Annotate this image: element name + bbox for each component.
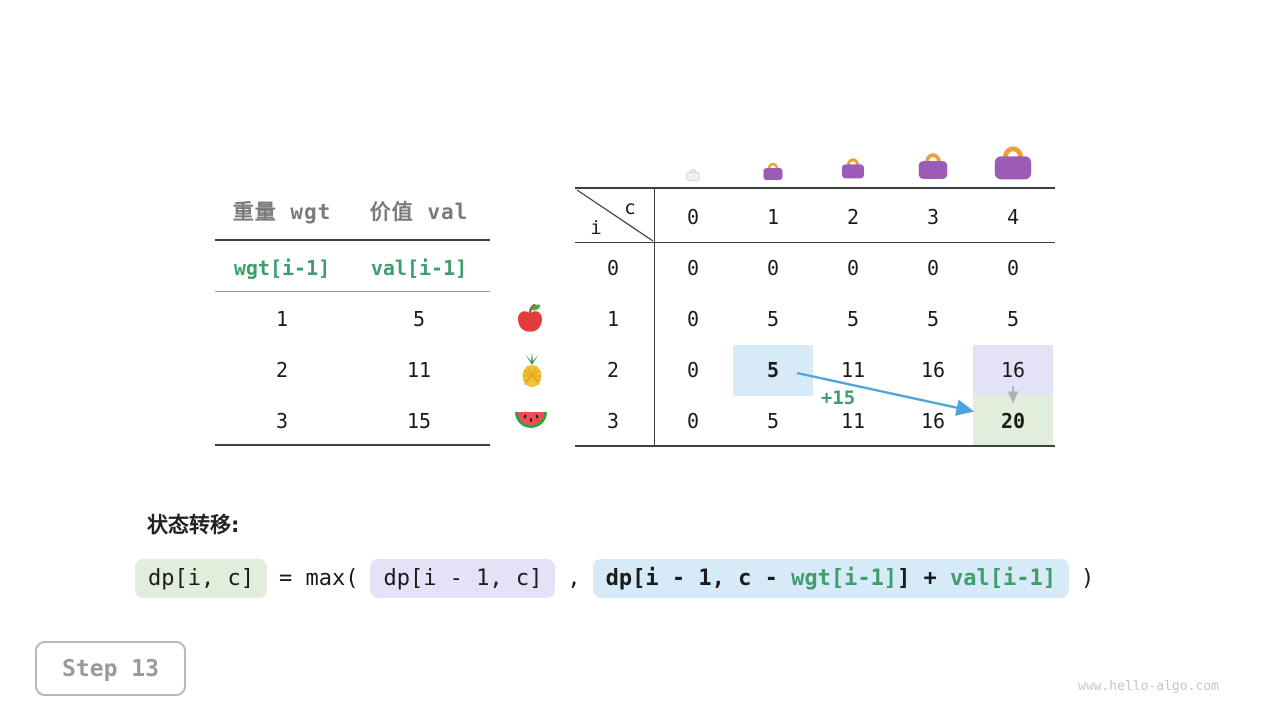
dp-cell: 0	[686, 256, 700, 280]
dp-col-header: 1	[766, 205, 780, 229]
dp-row-header: 0	[606, 256, 620, 280]
wv-cell: 15	[406, 409, 432, 433]
dp-cell: 0	[846, 256, 860, 280]
formula-eq-max: = max(	[278, 566, 359, 591]
dp-row-header: 2	[606, 358, 620, 382]
dp-col-header: 0	[686, 205, 700, 229]
dp-cell: 0	[686, 358, 700, 382]
dp-cell: 5	[1006, 307, 1020, 331]
dp-cell: 0	[926, 256, 940, 280]
transition-formula: dp[i, c] = max( dp[i - 1, c] , dp[i - 1,…	[135, 559, 1094, 598]
formula-option2-val: val[i-1]	[950, 566, 1057, 591]
dp-cell: 0	[766, 256, 780, 280]
pineapple-icon	[519, 352, 545, 388]
dp-col-header: 2	[846, 205, 860, 229]
wv-cell: 5	[412, 307, 426, 331]
wv-val-formula: val[i-1]	[370, 256, 468, 280]
dp-cell: 5	[846, 307, 860, 331]
dp-cell: 0	[686, 409, 700, 433]
step-badge: Step 13	[35, 641, 186, 696]
dp-cell: 0	[686, 307, 700, 331]
step-label: Step 13	[62, 655, 159, 682]
wv-wgt-formula: wgt[i-1]	[233, 256, 331, 280]
wv-cell: 3	[275, 409, 289, 433]
formula-option2-bracket: ] +	[897, 566, 951, 591]
dp-corner-row-label: i	[590, 217, 602, 239]
dp-col-header: 4	[1006, 205, 1020, 229]
dp-bottom-border	[575, 445, 1055, 447]
dp-corner-diagonal	[576, 189, 654, 242]
dp-cell: 5	[926, 307, 940, 331]
wv-cell: 2	[275, 358, 289, 382]
dp-cell-highlight-target	[973, 396, 1053, 447]
dp-cell: 11	[840, 409, 866, 433]
site-watermark: www.hello-algo.com	[1078, 679, 1219, 694]
dp-top-border	[575, 187, 1055, 189]
dp-cell-source: 5	[766, 358, 780, 382]
apple-icon	[515, 302, 545, 334]
formula-option2: dp[i - 1, c - wgt[i-1]] + val[i-1]	[592, 559, 1070, 598]
dp-cell: 16	[920, 409, 946, 433]
dp-cell: 5	[766, 307, 780, 331]
wv-header-value: 价值 val	[369, 200, 469, 224]
dp-row-header: 3	[606, 409, 620, 433]
wv-header-weight: 重量 wgt	[232, 200, 332, 224]
bag-icon-2	[839, 155, 867, 180]
dp-header-divider	[575, 242, 1055, 243]
wv-header-divider	[215, 239, 490, 241]
dp-cell: 0	[1006, 256, 1020, 280]
formula-comma: ,	[567, 566, 581, 591]
transition-title: 状态转移:	[147, 513, 240, 537]
formula-option1: dp[i - 1, c]	[370, 559, 556, 598]
dp-row-header: 1	[606, 307, 620, 331]
transition-gain-label: +15	[820, 387, 856, 409]
bag-icon-0	[685, 167, 701, 181]
watermelon-icon	[514, 410, 548, 432]
formula-close-paren: )	[1081, 566, 1095, 591]
formula-lhs: dp[i, c]	[135, 559, 267, 598]
dp-index-divider	[654, 187, 655, 447]
bag-icon-4	[990, 141, 1036, 181]
bag-icon-3	[915, 149, 951, 181]
dp-cell-prev: 16	[1000, 358, 1026, 382]
dp-corner-col-label: c	[624, 197, 636, 219]
wv-bottom-border	[215, 444, 490, 446]
dp-cell-target: 20	[1000, 409, 1026, 433]
dp-cell: 16	[920, 358, 946, 382]
formula-option2-wgt: wgt[i-1]	[791, 566, 898, 591]
dp-col-header: 3	[926, 205, 940, 229]
dp-cell: 5	[766, 409, 780, 433]
dp-cell: 11	[840, 358, 866, 382]
wv-cell: 11	[406, 358, 432, 382]
wv-formula-divider	[215, 291, 490, 292]
formula-option2-dp: dp[i - 1, c -	[605, 566, 792, 591]
bag-icon-1	[761, 160, 785, 181]
wv-cell: 1	[275, 307, 289, 331]
